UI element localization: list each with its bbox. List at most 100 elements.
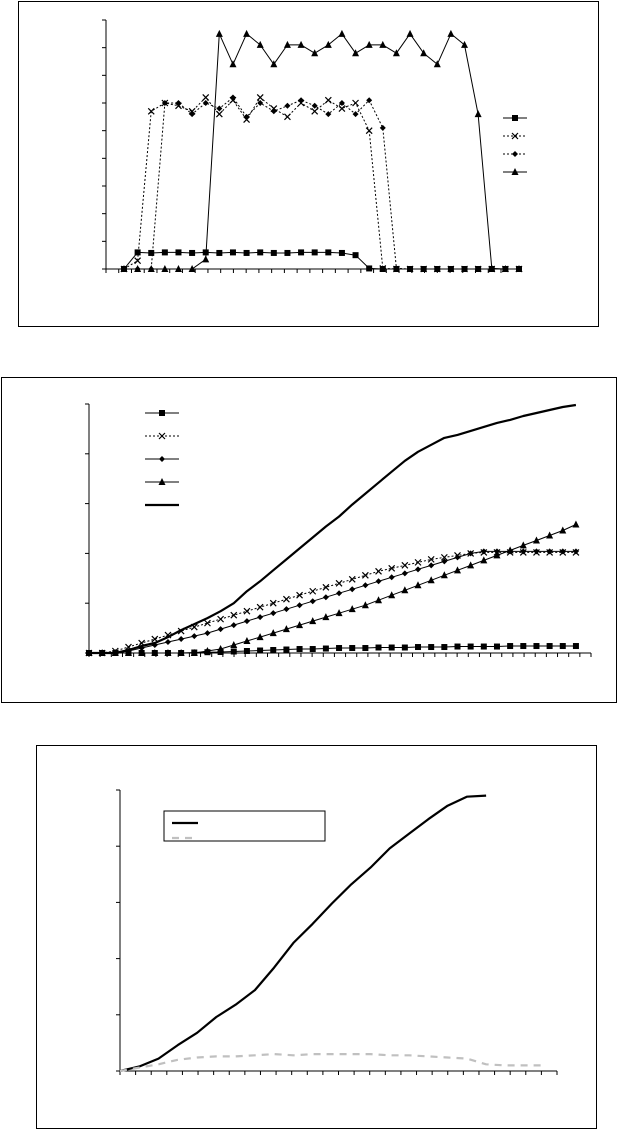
chart-2-series-4-point	[361, 601, 369, 609]
chart-2-series-2-point	[296, 591, 303, 599]
chart-3-plot	[116, 789, 558, 1075]
chart-1-series-1-point	[175, 249, 182, 256]
chart-1-series-2-point	[352, 99, 359, 107]
chart-1-series-3-point	[379, 124, 386, 131]
chart-2-series-3-point	[243, 618, 250, 625]
chart-2-series-5-line	[89, 403, 577, 655]
chart-1-plot	[102, 19, 527, 273]
chart-1-series-3-point	[243, 113, 250, 120]
chart-2-series-2-point	[388, 564, 396, 572]
chart-2-series-2-point	[282, 595, 290, 603]
chart-2-series-4-line	[89, 524, 577, 654]
chart-1-frame	[18, 1, 599, 327]
chart-2-legend	[145, 410, 179, 507]
chart-2-series-3-point	[164, 639, 171, 646]
chart-1-legend-marker-4	[511, 168, 519, 175]
chart-2-series-4-point	[190, 649, 198, 656]
chart-1-series-3-point	[284, 102, 291, 109]
chart-1-series-4-point	[297, 40, 305, 48]
chart-2-series-1-point	[401, 644, 408, 651]
chart-1-series-3-point	[352, 111, 359, 118]
chart-2-series-4-point	[124, 649, 132, 656]
chart-3-series-2-line	[119, 1053, 544, 1073]
chart-2-series-1-point	[270, 647, 277, 654]
chart-2-series-1-point	[507, 643, 514, 650]
chart-1-series-3-point	[461, 266, 468, 272]
chart-2-series-2-point	[335, 579, 343, 587]
chart-1-series-1-point	[298, 249, 305, 256]
chart-2-series-2-point	[427, 555, 435, 563]
chart-2-series-4-point	[177, 649, 185, 656]
chart-2-series-2-point	[269, 599, 277, 607]
chart-2-series-4-point	[230, 641, 238, 649]
chart-2-series-4-point	[546, 531, 554, 539]
chart-1-series-1-point	[270, 249, 277, 256]
chart-2-series-3-point	[322, 594, 329, 601]
chart-1-series-1-point	[325, 249, 332, 256]
chart-1-series-4-point	[283, 40, 291, 48]
chart-2-series-4-point	[467, 561, 475, 569]
chart-1-series-2-point	[284, 113, 291, 121]
chart-1-series-3-point	[298, 97, 305, 104]
chart-2-series-3-point	[428, 562, 435, 569]
chart-1-series-3-point	[447, 266, 454, 272]
chart-2-series-4-point	[414, 581, 422, 589]
chart-2-series-3-point	[178, 636, 185, 643]
chart-1-series-4-point	[324, 40, 332, 48]
chart-1-series-2-point	[134, 257, 142, 265]
chart-3-axes	[116, 789, 558, 1075]
chart-2-series-4-point	[164, 649, 172, 656]
chart-2-series-2-point	[243, 607, 251, 615]
chart-2-series-2-point	[309, 587, 317, 595]
chart-1-series-4-point	[243, 29, 251, 37]
chart-2-series-3-point	[388, 574, 395, 581]
chart-1-series-3-point	[407, 266, 414, 272]
chart-2-series-4-point	[401, 586, 409, 594]
chart-1-series-2-point	[215, 110, 223, 118]
chart-2-series-4-point	[519, 541, 527, 549]
chart-2-series-2-point	[414, 558, 422, 566]
chart-1-series-4-point	[501, 265, 509, 272]
chart-1-series-3-point	[216, 105, 223, 112]
chart-2-series-3-line	[89, 550, 576, 654]
chart-2-series-2-point	[204, 619, 211, 627]
chart-2-series-2-point	[322, 583, 330, 591]
chart-2-series-3-point	[309, 598, 316, 605]
chart-2-series-4	[85, 520, 580, 656]
chart-1-series-2-point	[338, 105, 346, 112]
chart-2-series-3-point	[191, 633, 198, 640]
chart-2-series-3-point	[151, 642, 158, 649]
chart-2-series-1-point	[546, 643, 553, 650]
chart-2-series-1-point	[283, 646, 290, 653]
chart-2-axes	[85, 403, 592, 657]
chart-1-series-4-point	[515, 265, 523, 272]
chart-1-series-1-point	[189, 249, 196, 256]
chart-1-series-3-point	[161, 100, 168, 106]
chart-2-series-3-point	[217, 626, 224, 633]
chart-2-series-1-point	[415, 644, 422, 651]
chart-2-series-1-point	[309, 646, 316, 653]
chart-1-series-3-point	[257, 100, 264, 106]
chart-1-series-1-point	[366, 265, 373, 272]
chart-2-series-4-point	[453, 566, 461, 574]
chart-1-series-4-point	[270, 60, 278, 68]
chart-2-series-4-point	[348, 605, 356, 613]
chart-2-series-3-point	[559, 548, 566, 555]
chart-2-series-1-point	[493, 643, 500, 650]
chart-1-series-2-point	[202, 94, 210, 101]
chart-2-series-4-point	[217, 645, 225, 653]
chart-2-series-4-point	[375, 596, 383, 604]
chart-1-series-3-point	[393, 265, 400, 272]
chart-1-series-1-point	[161, 249, 168, 256]
chart-2-series-4-point	[480, 556, 488, 564]
chart-1-series-3-point	[175, 100, 182, 106]
chart-1-series-4-point	[311, 49, 319, 57]
chart-2-series-5	[89, 403, 577, 655]
chart-3-series-2	[119, 1053, 544, 1073]
chart-2-series-4-point	[532, 536, 540, 544]
chart-1-series-2-point	[365, 127, 373, 135]
chart-1-series-4-point	[120, 265, 128, 272]
chart-2-series-3-point	[283, 606, 290, 613]
chart-2-plot	[85, 403, 592, 657]
chart-1-series-3-point	[338, 100, 345, 106]
